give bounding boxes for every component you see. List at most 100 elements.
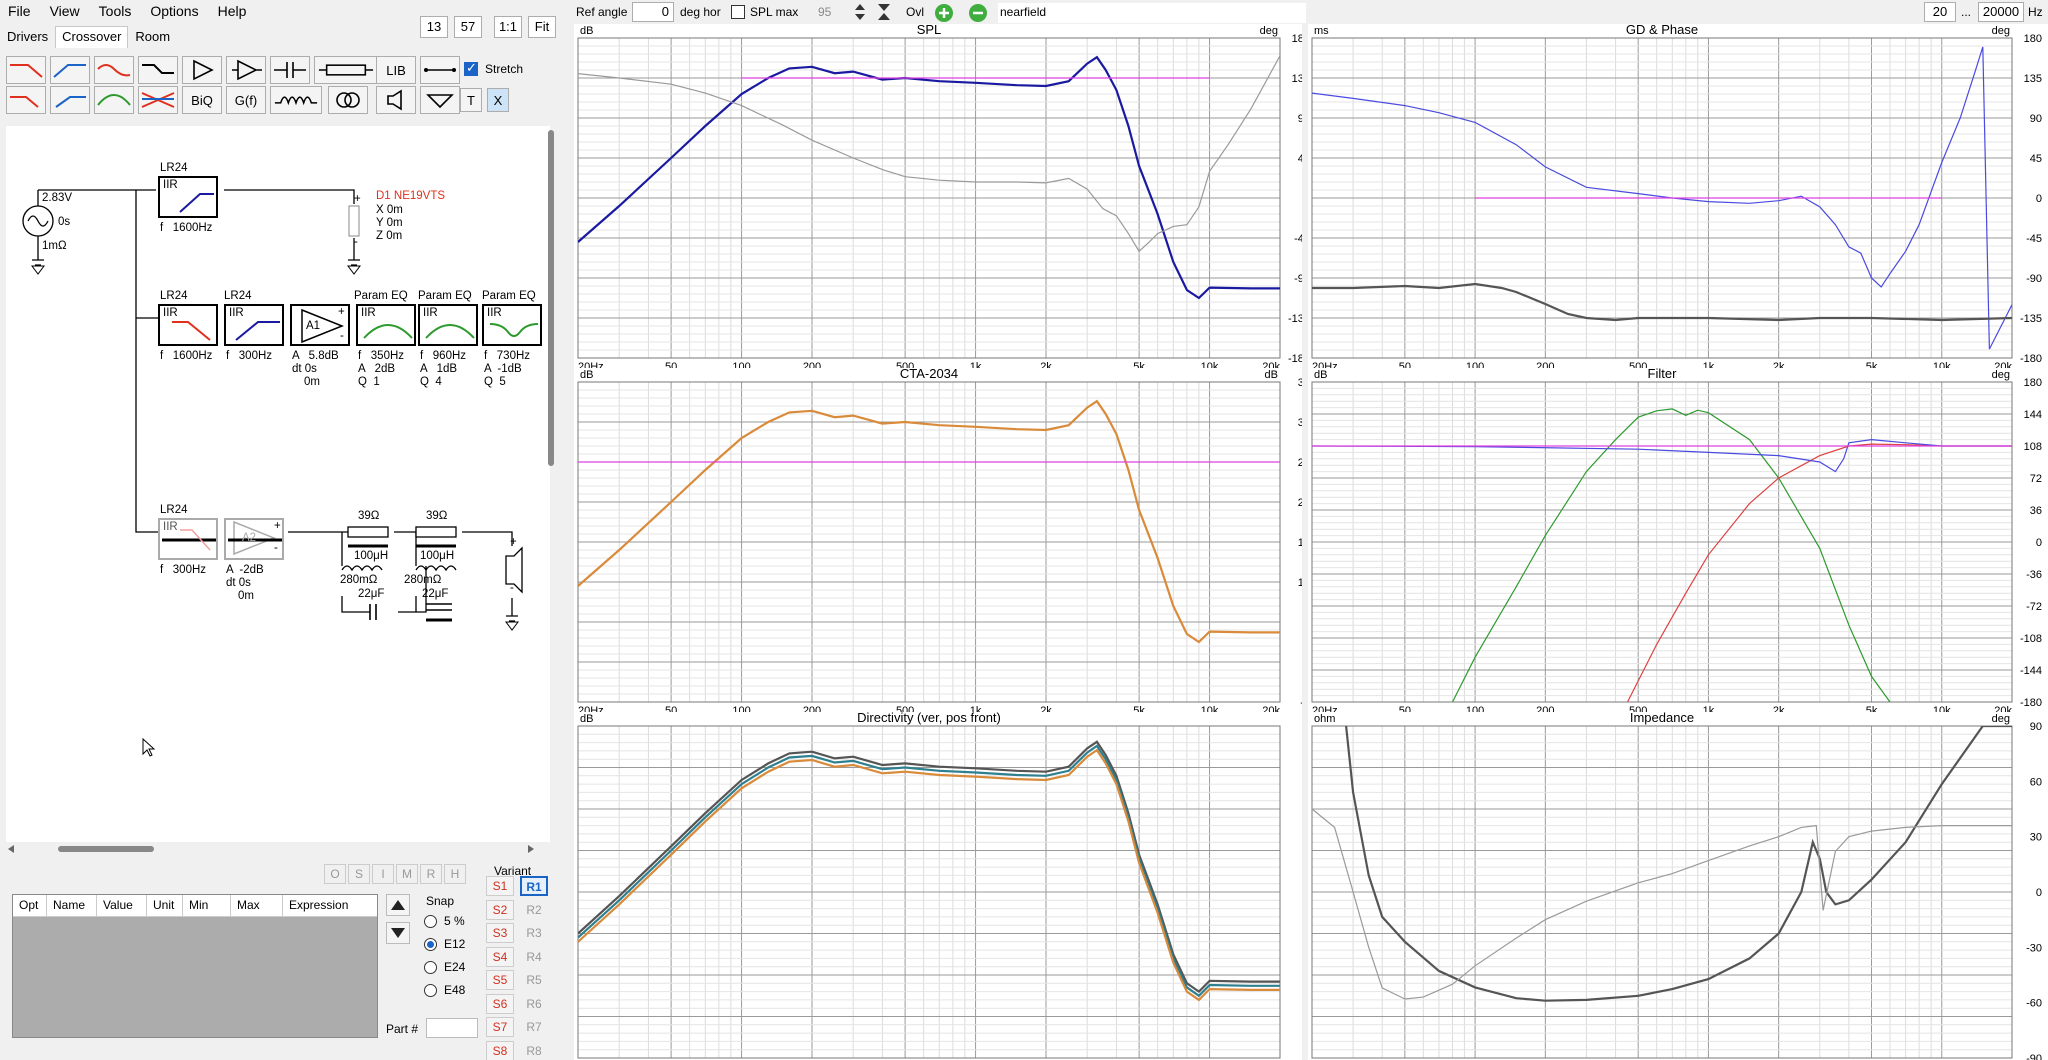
- library-button[interactable]: LIB: [376, 56, 416, 84]
- highpass-2-icon[interactable]: [6, 86, 46, 114]
- shelf-filter-icon[interactable]: [138, 56, 178, 84]
- amplifier-icon[interactable]: [182, 56, 222, 84]
- stretch-checkbox[interactable]: [464, 60, 478, 76]
- menu-view[interactable]: View: [49, 3, 80, 19]
- schematic-hscroll-thumb[interactable]: [58, 846, 154, 852]
- freq-max-input[interactable]: 20000: [1978, 2, 2024, 22]
- variant-r2-button[interactable]: R2: [526, 902, 542, 917]
- block9-amplifier[interactable]: A2 + -: [224, 518, 284, 560]
- zoom-57-button[interactable]: 57: [454, 16, 482, 38]
- driver-name[interactable]: D1 NE19VTS: [376, 190, 446, 202]
- schematic-hscrollbar[interactable]: [6, 842, 536, 856]
- flag-o[interactable]: O: [324, 864, 346, 884]
- cta-2034-chart[interactable]: CTA-2034dBdB9590858075706560553530252015…: [574, 368, 1302, 714]
- snap-e48-radio[interactable]: [424, 984, 437, 997]
- resistor1-value[interactable]: 39Ω: [358, 510, 380, 522]
- col-name[interactable]: Name: [47, 895, 97, 916]
- variant-r6-button[interactable]: R6: [526, 996, 542, 1011]
- flag-m[interactable]: M: [396, 864, 418, 884]
- snap-e12-radio[interactable]: [424, 938, 437, 951]
- flag-h[interactable]: H: [444, 864, 466, 884]
- gd-phase-chart[interactable]: GD & Phasemsdeg14121086420-218013590450-…: [1308, 24, 2048, 372]
- col-max[interactable]: Max: [231, 895, 283, 916]
- inductor-icon[interactable]: [270, 86, 322, 114]
- snap-5pct-radio[interactable]: [424, 915, 437, 928]
- snap-e24-radio[interactable]: [424, 961, 437, 974]
- menu-file[interactable]: File: [8, 3, 31, 19]
- flag-r[interactable]: R: [420, 864, 442, 884]
- zoom-fit-button[interactable]: Fit: [528, 16, 556, 38]
- spl-chart[interactable]: SPLdBdeg95908580757065605518013590450-45…: [574, 24, 1302, 372]
- variant-r8-button[interactable]: R8: [526, 1043, 542, 1058]
- resistor-icon[interactable]: [314, 56, 378, 84]
- block6-param-eq[interactable]: IIR: [418, 304, 478, 346]
- col-expression[interactable]: Expression: [289, 898, 349, 912]
- transformer-icon[interactable]: [328, 86, 368, 114]
- buffer-icon[interactable]: [226, 56, 266, 84]
- block4-amplifier[interactable]: A1 + -: [290, 304, 350, 346]
- bandpass-filter-icon[interactable]: [94, 56, 134, 84]
- col-value[interactable]: Value: [97, 895, 147, 916]
- inductor2-value[interactable]: 100μH: [420, 550, 455, 562]
- block5-param-eq[interactable]: IIR: [356, 304, 416, 346]
- menu-help[interactable]: Help: [217, 3, 247, 19]
- remove-overlay-icon[interactable]: [968, 3, 988, 23]
- freq-min-input[interactable]: 20: [1924, 2, 1956, 22]
- variant-s3-button[interactable]: S3: [486, 923, 514, 943]
- col-min[interactable]: Min: [183, 895, 231, 916]
- move-down-button[interactable]: [386, 922, 410, 944]
- spl-max-checkbox[interactable]: [731, 5, 745, 19]
- variant-s5-button[interactable]: S5: [486, 970, 514, 990]
- part-number-input[interactable]: [426, 1018, 478, 1038]
- ground-icon[interactable]: [420, 86, 460, 114]
- transfer-function-button[interactable]: G(f): [226, 86, 266, 114]
- variant-s2-button[interactable]: S2: [486, 899, 514, 920]
- tab-drivers[interactable]: Drivers: [7, 29, 49, 44]
- biquad-button[interactable]: BiQ: [182, 86, 222, 114]
- block3-lowpass[interactable]: IIR: [224, 304, 284, 346]
- resistor2-value[interactable]: 39Ω: [426, 510, 448, 522]
- lowpass-2-icon[interactable]: [50, 86, 90, 114]
- measurement-name-field[interactable]: nearfield: [998, 3, 1306, 23]
- spin-updown-icon[interactable]: [852, 2, 868, 22]
- filter-chart[interactable]: FilterdBdeg1050-5-10-15-20-25-30-35-4018…: [1308, 368, 2048, 714]
- variant-r1-button[interactable]: R1: [520, 876, 548, 896]
- schematic-vscroll-thumb[interactable]: [548, 130, 554, 466]
- variant-r7-button[interactable]: R7: [526, 1020, 542, 1034]
- variant-s8-button[interactable]: S8: [486, 1040, 514, 1060]
- block7-param-eq[interactable]: IIR: [482, 304, 542, 346]
- speaker-icon[interactable]: [376, 86, 416, 114]
- variant-r5-button[interactable]: R5: [526, 973, 542, 987]
- block2-highpass[interactable]: IIR: [158, 304, 218, 346]
- capacitor-icon[interactable]: [270, 56, 310, 84]
- schematic-canvas[interactable]: 2.83V 0s 1mΩ D1 NE19VTS X 0m Y 0m Z 0m +…: [6, 126, 550, 842]
- delete-tool-button[interactable]: X: [487, 88, 509, 112]
- impedance-chart[interactable]: Impedanceohmdeg40353025201510509060300-3…: [1308, 712, 2048, 1060]
- variant-r4-button[interactable]: R4: [526, 949, 542, 964]
- tab-room[interactable]: Room: [135, 29, 171, 44]
- text-tool-button[interactable]: T: [460, 88, 482, 112]
- add-overlay-icon[interactable]: [934, 3, 954, 23]
- flag-s[interactable]: S: [348, 864, 370, 884]
- highpass-filter-icon[interactable]: [6, 56, 46, 84]
- notch-icon[interactable]: [138, 86, 178, 114]
- block8-highpass[interactable]: IIR: [158, 518, 218, 560]
- variant-s4-button[interactable]: S4: [486, 946, 514, 967]
- variant-s1-button[interactable]: S1: [486, 876, 514, 896]
- col-opt[interactable]: Opt: [13, 895, 47, 916]
- variant-s6-button[interactable]: S6: [486, 993, 514, 1014]
- col-unit[interactable]: Unit: [147, 895, 183, 916]
- zoom-13-button[interactable]: 13: [420, 16, 448, 38]
- range-icon[interactable]: [876, 2, 892, 22]
- ref-angle-input[interactable]: 0: [632, 2, 674, 22]
- flag-i[interactable]: I: [372, 864, 394, 884]
- menu-options[interactable]: Options: [150, 3, 199, 19]
- capacitor1-value[interactable]: 22μF: [358, 588, 385, 600]
- block1-lowpass[interactable]: IIR: [158, 176, 218, 218]
- capacitor2-value[interactable]: 22μF: [422, 588, 449, 600]
- peak-eq-icon[interactable]: [94, 86, 134, 114]
- variant-r3-button[interactable]: R3: [526, 926, 542, 940]
- menu-tools[interactable]: Tools: [98, 3, 132, 19]
- directivity-ver-pos-front-chart[interactable]: Directivity (ver, pos front)dB9590858075…: [574, 712, 1302, 1060]
- move-up-button[interactable]: [386, 894, 410, 916]
